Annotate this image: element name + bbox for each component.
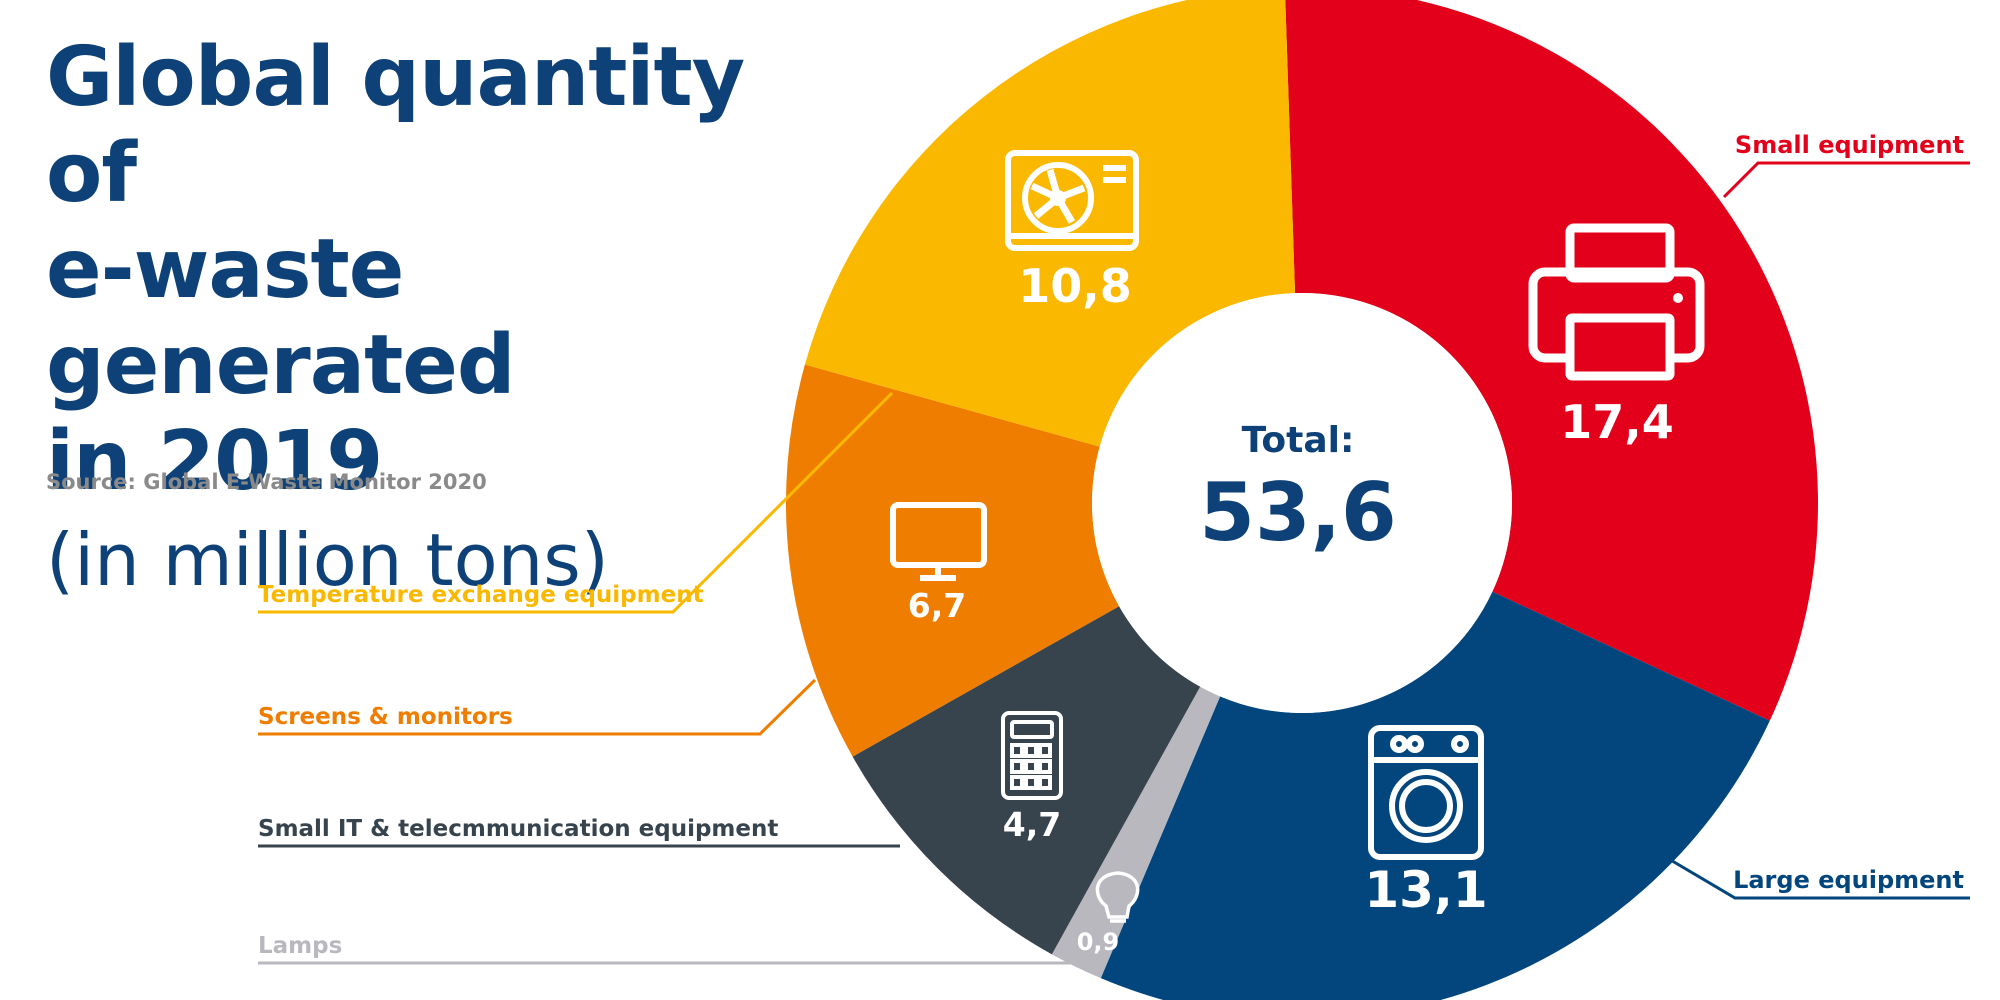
value-label-3: 4,7: [1003, 805, 1061, 844]
calculator-key: [1038, 775, 1052, 790]
value-labels: 17,4 13,1 0,9 4,7 6,7 10,8: [908, 259, 1674, 956]
legend-screens: Screens & monitors: [258, 704, 513, 730]
value-label-4: 6,7: [908, 586, 966, 625]
chart-title-line-2: e-waste generated: [46, 222, 516, 413]
leader-line-temperature: [258, 391, 894, 614]
center-total-label: Total:: [1242, 420, 1355, 461]
legend-lines: [258, 161, 1970, 965]
calculator-key: [1024, 743, 1038, 758]
legend-temperature: Temperature exchange equipment: [258, 582, 704, 608]
slice-large-equipment: [1100, 591, 1770, 1000]
legend-lamps: Lamps: [258, 933, 342, 959]
legend-small-it: Small IT & telecmmunication equipment: [258, 816, 778, 842]
title-block: Global quantity of e-waste generated in …: [46, 30, 806, 606]
slice-lamps: [1051, 686, 1221, 979]
calculator-key: [1038, 759, 1052, 774]
slice-temperature-exchange-equipment: [804, 0, 1296, 447]
printer-icon: [1528, 223, 1705, 381]
value-label-1: 13,1: [1364, 861, 1487, 919]
leader-line-screens: [258, 678, 817, 736]
chart-title-line-3: in 2019: [46, 414, 383, 509]
leader-line-large-equipment: [1651, 847, 1970, 900]
calculator-key: [1038, 743, 1052, 758]
light-bulb-icon: [1095, 871, 1140, 923]
chart-subtitle: (in million tons): [46, 518, 609, 602]
air-conditioner-icon: [1005, 150, 1139, 251]
calculator-key: [1024, 775, 1038, 790]
chart-title-line-1: Global quantity of: [46, 30, 745, 221]
washing-machine-icon: [1368, 725, 1484, 860]
center-total-value: 53,6: [1199, 466, 1396, 559]
legend-small-equipment: Small equipment: [1735, 131, 1964, 159]
monitor-icon: [890, 502, 987, 581]
value-label-2: 0,9: [1077, 928, 1120, 956]
donut-hole: [1092, 293, 1512, 713]
value-label-0: 17,4: [1560, 395, 1674, 449]
calculator-key: [1010, 775, 1024, 790]
source-note: Source: Global E-Waste Monitor 2020: [46, 470, 487, 494]
value-label-5: 10,8: [1018, 259, 1132, 313]
calculator-key: [1010, 759, 1024, 774]
legend-labels: Small equipment Large equipment Temperat…: [258, 131, 1964, 959]
legend-large-equipment: Large equipment: [1733, 866, 1964, 894]
slice-screens-monitors: [786, 364, 1120, 757]
calculator-key: [1010, 743, 1024, 758]
calculator-key: [1024, 759, 1038, 774]
leader-line-small-equipment: [1722, 161, 1970, 199]
calculator-icon: [1001, 711, 1063, 800]
